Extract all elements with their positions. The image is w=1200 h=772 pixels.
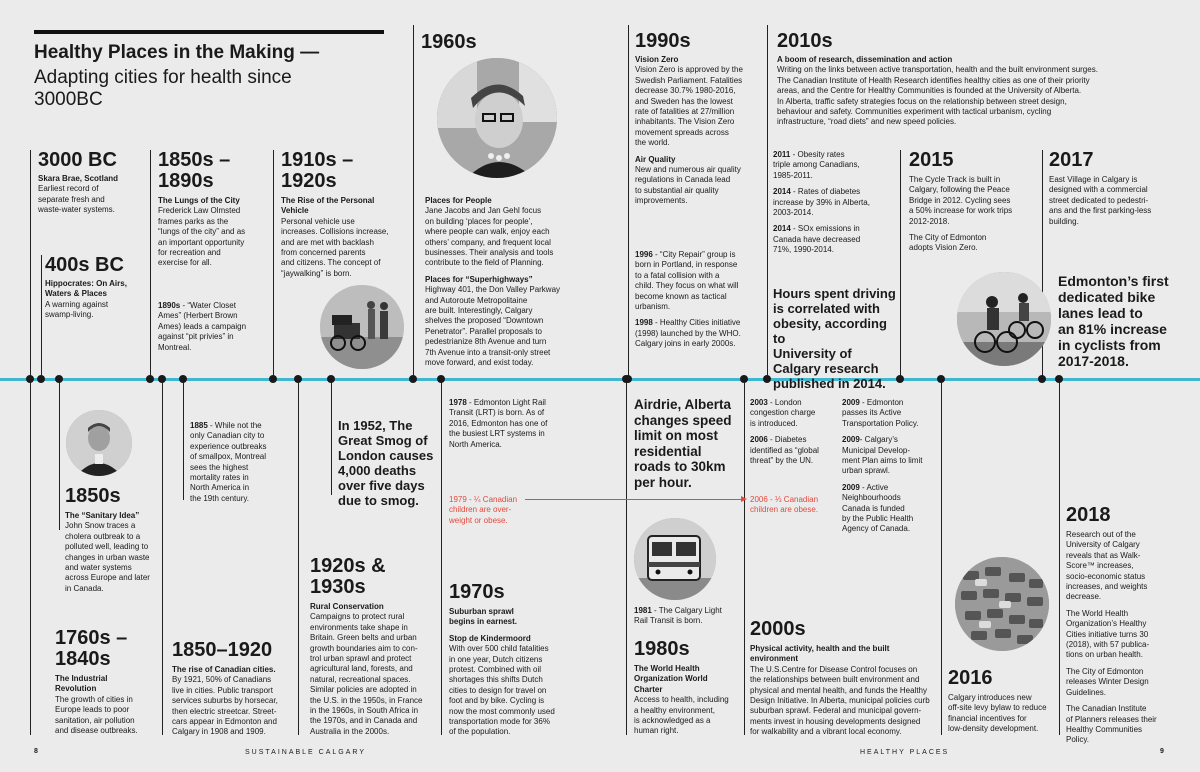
timeline-dot [55,375,63,383]
footer-right: HEALTHY PLACES [860,749,950,756]
vline-2000 [744,380,745,735]
stats-2011-2014: 2011 - Obesity rates triple among Canadia… [773,150,870,255]
vline-smog [331,380,332,495]
arrow-head-icon [741,496,747,502]
event-2017: 2017 East Village in Calgary is designed … [1049,149,1152,226]
header-rule [34,30,384,34]
quote-airdrie: Airdrie, Alberta changes speed limit on mo… [634,397,732,490]
vline-2016 [941,380,942,735]
vline-400bc [41,255,42,380]
vline-1970 [441,380,442,735]
timeline-dot [409,375,417,383]
timeline-dot [269,375,277,383]
timeline-dot [26,375,34,383]
vline-1990 [628,25,629,380]
year-1960s: 1960s [421,31,477,53]
event-1850s: 1850s The “Sanitary Idea” John Snow trac… [65,485,150,593]
timeline-dot [937,375,945,383]
vline-1760 [30,380,31,735]
timeline-axis [0,378,1200,381]
timeline-dot [763,375,771,383]
timeline-dot [1038,375,1046,383]
vline-1910 [273,150,274,380]
timeline-dot [179,375,187,383]
portrait-jacobs-photo [437,58,557,178]
timeline-dot [624,375,632,383]
note-1885: 1885 - While not the only Canadian city … [190,421,267,503]
vline-2015 [900,150,901,380]
quote-great-smog: In 1952, The Great Smog of London causes 4,… [338,418,434,508]
notes-2003-2006: 2003 - London congestion charge is introdu… [750,398,819,466]
note-1978: 1978 - Edmonton Light Rail Transit (LRT)… [449,398,548,449]
note-1890s: 1890s - “Water Closet Ames” (Herbert Bro… [158,301,247,352]
event-2016: 2016 Calgary introduces new off-site levy… [948,667,1047,734]
vline-2018 [1059,380,1060,735]
notes-2009: 2009 - Edmonton passes its Active Transpor… [842,398,923,534]
footer-left: SUSTAINABLE CALGARY [245,749,366,756]
event-1850-1890: 1850s –1890s The Lungs of the City Frede… [158,149,246,268]
event-1920-1930: 1920s & 1930s Rural Conservation Campaign… [310,555,423,736]
event-1760-1840: 1760s –1840s The Industrial Revolution Th… [55,627,138,736]
timeline-dot [327,375,335,383]
timeline-dot [437,375,445,383]
timeline-dot [294,375,302,383]
traffic-photo [955,557,1049,651]
note-1981: 1981 - The Calgary Light Rail Transit is… [634,606,722,626]
event-2018: 2018 Research out of the University of Ca… [1066,504,1157,745]
page-subtitle: Adapting cities for health since 3000BC [34,67,292,110]
vline-1850-90 [150,150,151,380]
event-1990s: 1990s Vision Zero Vision Zero is approve… [635,30,743,206]
vline-2010 [767,25,768,380]
vline-1960 [413,25,414,380]
event-1970s: 1970s Suburban sprawl begins in earnest. … [449,581,555,737]
event-1910-1920: 1910s –1920s The Rise of the Personal Veh… [281,149,389,278]
vline-1850-1920 [162,380,163,735]
timeline-dot [1055,375,1063,383]
event-2010s: 2010s A boom of research, dissemination … [777,30,1098,127]
timeline-dot [896,375,904,383]
event-400bc: 400s BC Hippocrates: On Airs, Waters & Pl… [45,254,127,320]
page-number-left: 8 [34,748,38,755]
note-1979-obesity: 1979 - ¼ Canadian children are over-weigh… [449,495,518,525]
vline-3000bc [30,150,31,380]
vline-1850s [59,380,60,530]
event-1960s: Places for People Jane Jacobs and Jan Ge… [425,196,561,368]
event-1980s: 1980s The World Health Organization World… [634,638,729,736]
timeline-dot [37,375,45,383]
timeline-dot [146,375,154,383]
quote-bike-lanes: Edmonton’s first dedicated bike lanes lead… [1058,273,1169,369]
page-number-right: 9 [1160,748,1164,755]
cyclists-photo [957,272,1051,366]
vline-1885 [183,380,184,500]
vline-2017 [1042,150,1043,380]
event-2000s: 2000s Physical activity, health and the … [750,618,930,737]
timeline-dot [158,375,166,383]
event-3000bc: 3000 BC Skara Brae, Scotland Earliest re… [38,149,119,215]
obesity-arrow-line [525,499,743,500]
vline-1920 [298,380,299,735]
event-1850-1920: 1850–1920 The rise of Canadian cities. B… [172,639,278,737]
john-snow-portrait [66,410,132,476]
event-2015: 2015 The Cycle Track is built in Calgary,… [909,149,1013,253]
note-2006-obesity: 2006 - ⅓ Canadian children are obese. [750,495,819,515]
streetcar-photo [634,518,716,600]
note-1996-1998: 1996 - “City Repair” group is born in Po… [635,250,741,349]
vintage-car-photo [320,285,404,369]
quote-driving-obesity: Hours spent driving is correlated with obe… [773,286,896,391]
vline-1980 [626,380,627,735]
page-title: Healthy Places in the Making — [34,42,320,63]
timeline-dot [740,375,748,383]
